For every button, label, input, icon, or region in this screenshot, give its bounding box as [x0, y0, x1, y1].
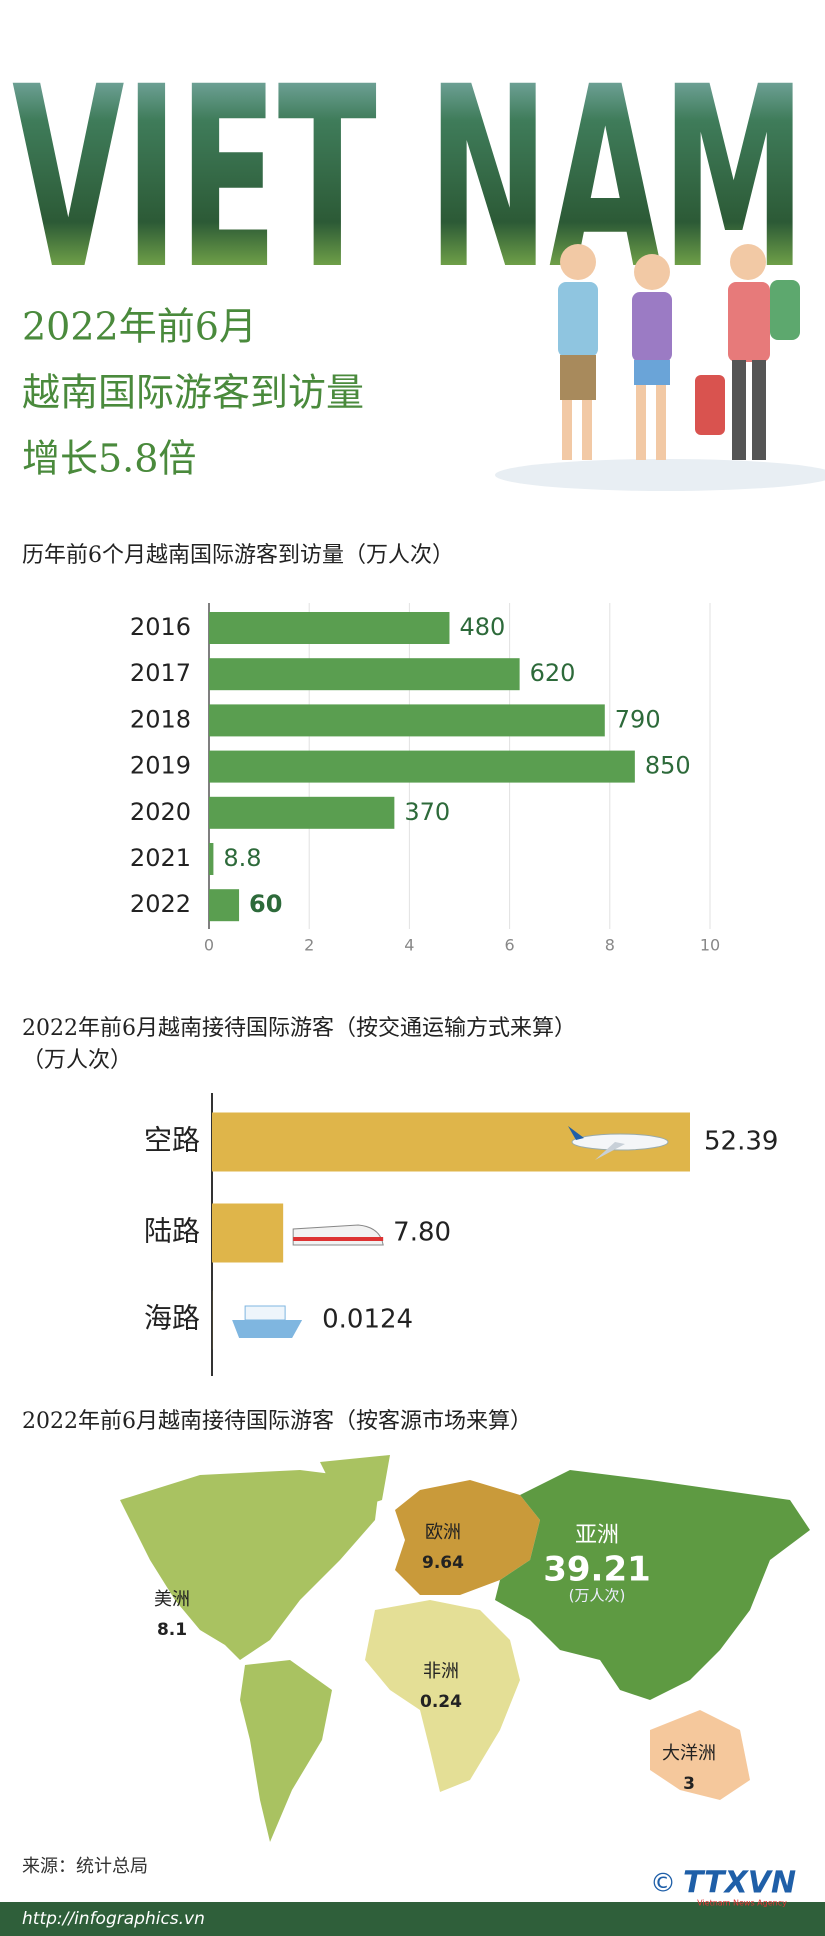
unit-label: (万人次) — [569, 1587, 626, 1605]
value-label: 52.39 — [704, 1127, 778, 1157]
copyright: © — [650, 1869, 676, 1899]
y-tick-label: 2017 — [130, 659, 191, 687]
tourists-illustration — [495, 244, 825, 491]
plane-body — [571, 1133, 669, 1151]
bar — [209, 796, 395, 829]
region-value: 39.21 — [543, 1550, 651, 1590]
region-value: 3 — [683, 1774, 695, 1794]
bar — [212, 1203, 284, 1263]
chart-title: 2022年前6月越南接待国际游客（按交通运输方式来算） — [22, 1016, 576, 1041]
icon-ship — [232, 1305, 303, 1338]
x-tick-label: 10 — [700, 936, 720, 955]
x-tick-label: 2 — [304, 936, 314, 955]
plane-tail — [568, 1126, 584, 1140]
value-label: 370 — [404, 798, 450, 826]
x-tick-label: 4 — [404, 936, 414, 955]
banner: VIET NAM — [12, 33, 806, 324]
chart-title: 历年前6个月越南国际游客到访量（万人次） — [22, 543, 454, 568]
url: http://infographics.vn — [22, 1909, 205, 1929]
chart-subtitle: （万人次） — [22, 1048, 132, 1073]
ship-deck — [244, 1305, 286, 1321]
value-label: 7.80 — [393, 1218, 451, 1248]
y-tick-label: 2018 — [130, 705, 191, 733]
region-africa — [365, 1600, 520, 1792]
icon-plane — [568, 1126, 669, 1160]
y-tick-label: 2021 — [130, 844, 191, 872]
bar — [209, 658, 520, 691]
value-label: 60 — [249, 890, 282, 918]
source: 来源：统计总局 — [22, 1856, 148, 1877]
value-label: 790 — [615, 705, 661, 733]
region-value: 0.24 — [420, 1692, 462, 1712]
bar — [209, 889, 240, 922]
chart-title: 2022年前6月越南接待国际游客（按客源市场来算） — [22, 1409, 532, 1434]
bar — [209, 843, 214, 875]
region-value: 9.64 — [422, 1553, 464, 1573]
headline: 2022年前6月 — [22, 305, 257, 349]
footer-band — [0, 1902, 825, 1936]
x-tick-label: 8 — [605, 936, 615, 955]
headline: 增长5.8倍 — [22, 437, 196, 481]
x-tick-label: 0 — [204, 936, 214, 955]
region-oceania — [650, 1710, 750, 1800]
plane-wing — [595, 1142, 625, 1160]
bar — [209, 750, 635, 783]
y-tick-label: 陆路 — [144, 1215, 200, 1248]
bar — [209, 704, 605, 737]
value-label: 480 — [459, 613, 505, 641]
world-map — [120, 1455, 810, 1842]
region-value: 8.1 — [157, 1620, 187, 1640]
y-tick-label: 2019 — [130, 752, 191, 780]
x-tick-label: 6 — [505, 936, 515, 955]
ship-hull — [232, 1320, 303, 1338]
y-tick-label: 空路 — [144, 1124, 200, 1157]
bar — [209, 612, 450, 644]
region-europe — [395, 1480, 540, 1595]
region-label: 非洲 — [423, 1661, 459, 1682]
y-tick-label: 2016 — [130, 613, 191, 641]
y-tick-label: 2020 — [130, 798, 191, 826]
icon-train — [292, 1224, 384, 1246]
logo: TTXVN — [683, 1866, 796, 1901]
y-tick-label: 2022 — [130, 890, 191, 918]
train-body — [292, 1224, 384, 1246]
logo-subtitle: Vietnam News Agency — [697, 1899, 787, 1908]
region-label: 欧洲 — [425, 1522, 461, 1543]
value-label: 8.8 — [223, 844, 261, 872]
value-label: 620 — [530, 659, 576, 687]
value-label: 850 — [645, 752, 691, 780]
region-americas — [120, 1455, 390, 1842]
region-label: 大洋洲 — [662, 1743, 716, 1764]
train-stripe — [293, 1237, 384, 1241]
region-asia — [495, 1470, 810, 1700]
headline: 越南国际游客到访量 — [22, 371, 364, 415]
value-label: 0.0124 — [322, 1305, 413, 1335]
y-tick-label: 海路 — [144, 1302, 200, 1335]
region-label: 亚洲 — [575, 1523, 619, 1548]
region-label: 美洲 — [154, 1589, 190, 1610]
